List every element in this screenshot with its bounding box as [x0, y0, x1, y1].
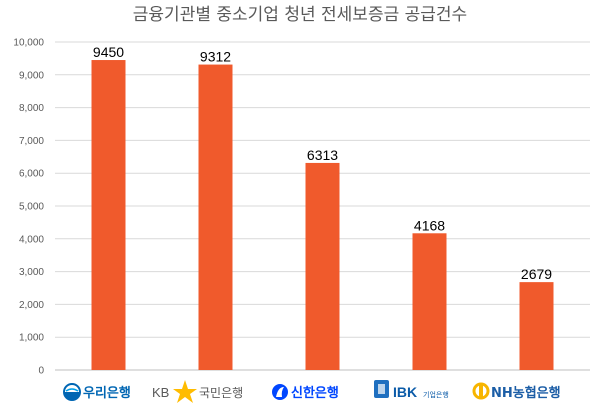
kb-star-icon	[173, 380, 197, 403]
category-text-kb: 국민은행	[199, 385, 243, 400]
y-axis: 0 1,000 2,000 3,000 4,000 5,000 6,000 7,000 8,00…	[13, 38, 44, 377]
category-text-ibk-sub: 기업은행	[423, 390, 449, 399]
x-axis-categories: 우리은행 KB 국민은행 신한은행 IBK 기업은행	[63, 380, 561, 403]
y-tick-label: 10,000	[13, 38, 44, 49]
category-label-woori: 우리은행	[63, 383, 131, 401]
y-tick-label: 7,000	[19, 136, 44, 147]
category-label-kb: KB 국민은행	[152, 380, 243, 403]
bars	[91, 60, 554, 370]
data-labels: 9450 9312 6313 4168 2679	[93, 44, 552, 282]
category-label-ibk: IBK 기업은행	[374, 380, 449, 400]
data-label: 6313	[307, 147, 338, 163]
category-text-shinhan: 신한은행	[291, 385, 339, 401]
nh-logo-icon	[472, 382, 490, 400]
y-tick-label: 4,000	[19, 234, 44, 245]
y-tick-label: 8,000	[19, 103, 44, 114]
chart-title: 금융기관별 중소기업 청년 전세보증금 공급건수	[133, 5, 467, 25]
woori-logo-icon	[63, 383, 81, 401]
category-text-nh: NH농협은행	[491, 385, 561, 401]
data-label: 9312	[200, 49, 231, 65]
category-text-kb-prefix: KB	[152, 385, 169, 400]
y-tick-label: 0	[38, 366, 44, 377]
y-tick-label: 2,000	[19, 300, 44, 311]
bar	[91, 60, 126, 370]
category-text-woori: 우리은행	[83, 385, 131, 401]
bar	[198, 64, 233, 370]
y-tick-label: 3,000	[19, 267, 44, 278]
y-tick-label: 5,000	[19, 202, 44, 213]
shinhan-logo-icon	[272, 384, 288, 400]
y-tick-label: 6,000	[19, 169, 44, 180]
data-label: 9450	[93, 44, 124, 60]
bar	[305, 162, 340, 370]
y-tick-label: 1,000	[19, 333, 44, 344]
data-label: 4168	[414, 217, 445, 233]
data-label: 2679	[521, 266, 552, 282]
category-label-nh: NH농협은행	[472, 382, 561, 401]
category-text-ibk: IBK	[393, 384, 417, 400]
bar	[412, 233, 447, 370]
ibk-logo-icon	[374, 380, 389, 398]
y-tick-label: 9,000	[19, 70, 44, 81]
bar	[519, 282, 554, 370]
category-label-shinhan: 신한은행	[272, 384, 339, 401]
